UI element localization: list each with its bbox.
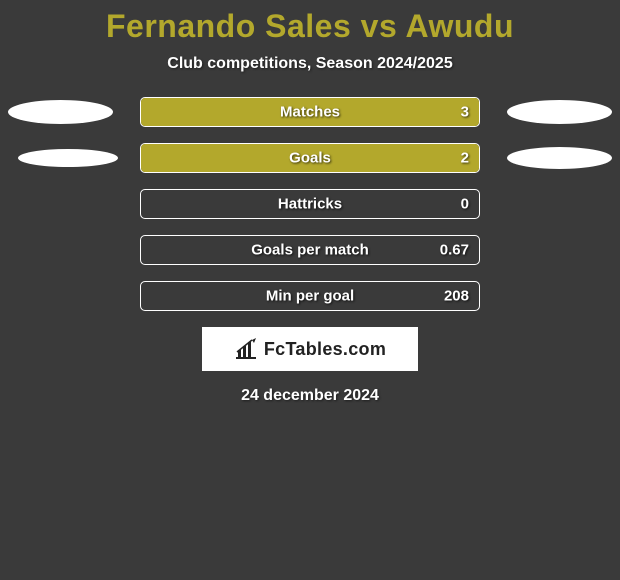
stat-value: 3: [461, 104, 469, 121]
logo-box: FcTables.com: [202, 327, 418, 371]
stat-label: Goals: [289, 150, 331, 167]
stat-value: 0: [461, 196, 469, 213]
left-ellipse: [8, 100, 113, 124]
stat-label: Min per goal: [266, 288, 354, 305]
stat-value: 2: [461, 150, 469, 167]
stat-row: Goals 2: [0, 143, 620, 173]
stat-row: Goals per match 0.67: [0, 235, 620, 265]
stat-row: Min per goal 208: [0, 281, 620, 311]
stat-bar: Hattricks 0: [140, 189, 480, 219]
stats-rows: Matches 3 Goals 2 Hattricks 0 Goals per match 0…: [0, 97, 620, 311]
left-ellipse: [18, 149, 118, 167]
logo-text: FcTables.com: [264, 339, 386, 360]
bar-chart-icon: [234, 338, 258, 360]
right-ellipse: [507, 147, 612, 169]
stat-bar: Min per goal 208: [140, 281, 480, 311]
right-ellipse: [507, 100, 612, 124]
stat-row: Hattricks 0: [0, 189, 620, 219]
date-text: 24 december 2024: [0, 387, 620, 405]
stat-label: Goals per match: [251, 242, 369, 259]
stat-row: Matches 3: [0, 97, 620, 127]
subtitle: Club competitions, Season 2024/2025: [0, 55, 620, 73]
stat-value: 0.67: [440, 242, 469, 259]
stat-bar: Matches 3: [140, 97, 480, 127]
stat-bar: Goals 2: [140, 143, 480, 173]
stat-value: 208: [444, 288, 469, 305]
page-title: Fernando Sales vs Awudu: [0, 0, 620, 45]
stat-label: Matches: [280, 104, 340, 121]
stat-label: Hattricks: [278, 196, 342, 213]
stat-bar: Goals per match 0.67: [140, 235, 480, 265]
